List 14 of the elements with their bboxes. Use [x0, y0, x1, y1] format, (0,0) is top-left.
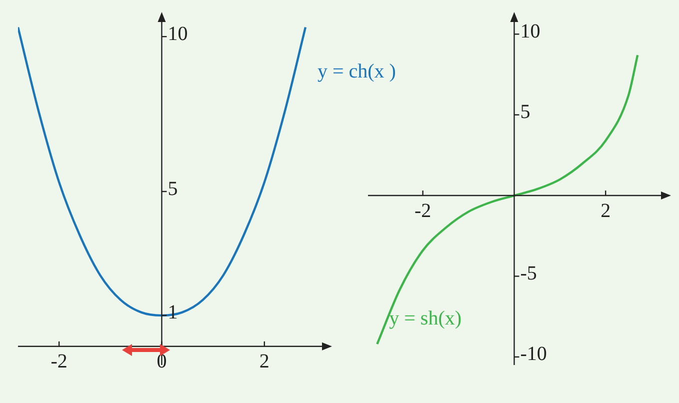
- series-label: y = ch(x ): [317, 60, 396, 83]
- line-series: [18, 26, 307, 317]
- y-tick-label: 5: [168, 178, 178, 200]
- y-tick-label: -10: [520, 343, 547, 366]
- x-tick-label: 2: [600, 200, 611, 222]
- x-tick-label: 2: [259, 350, 270, 373]
- y-tick-label: 10: [168, 22, 188, 45]
- y-tick-label: 10: [520, 20, 540, 42]
- y-tick-label: -5: [520, 262, 537, 284]
- x-tick-label: -2: [414, 200, 432, 222]
- y-tick-label: 5: [520, 101, 530, 124]
- x-tick-label: -2: [50, 350, 68, 373]
- series-label: y = sh(x): [389, 307, 462, 330]
- x-tick-label: 0: [156, 350, 167, 373]
